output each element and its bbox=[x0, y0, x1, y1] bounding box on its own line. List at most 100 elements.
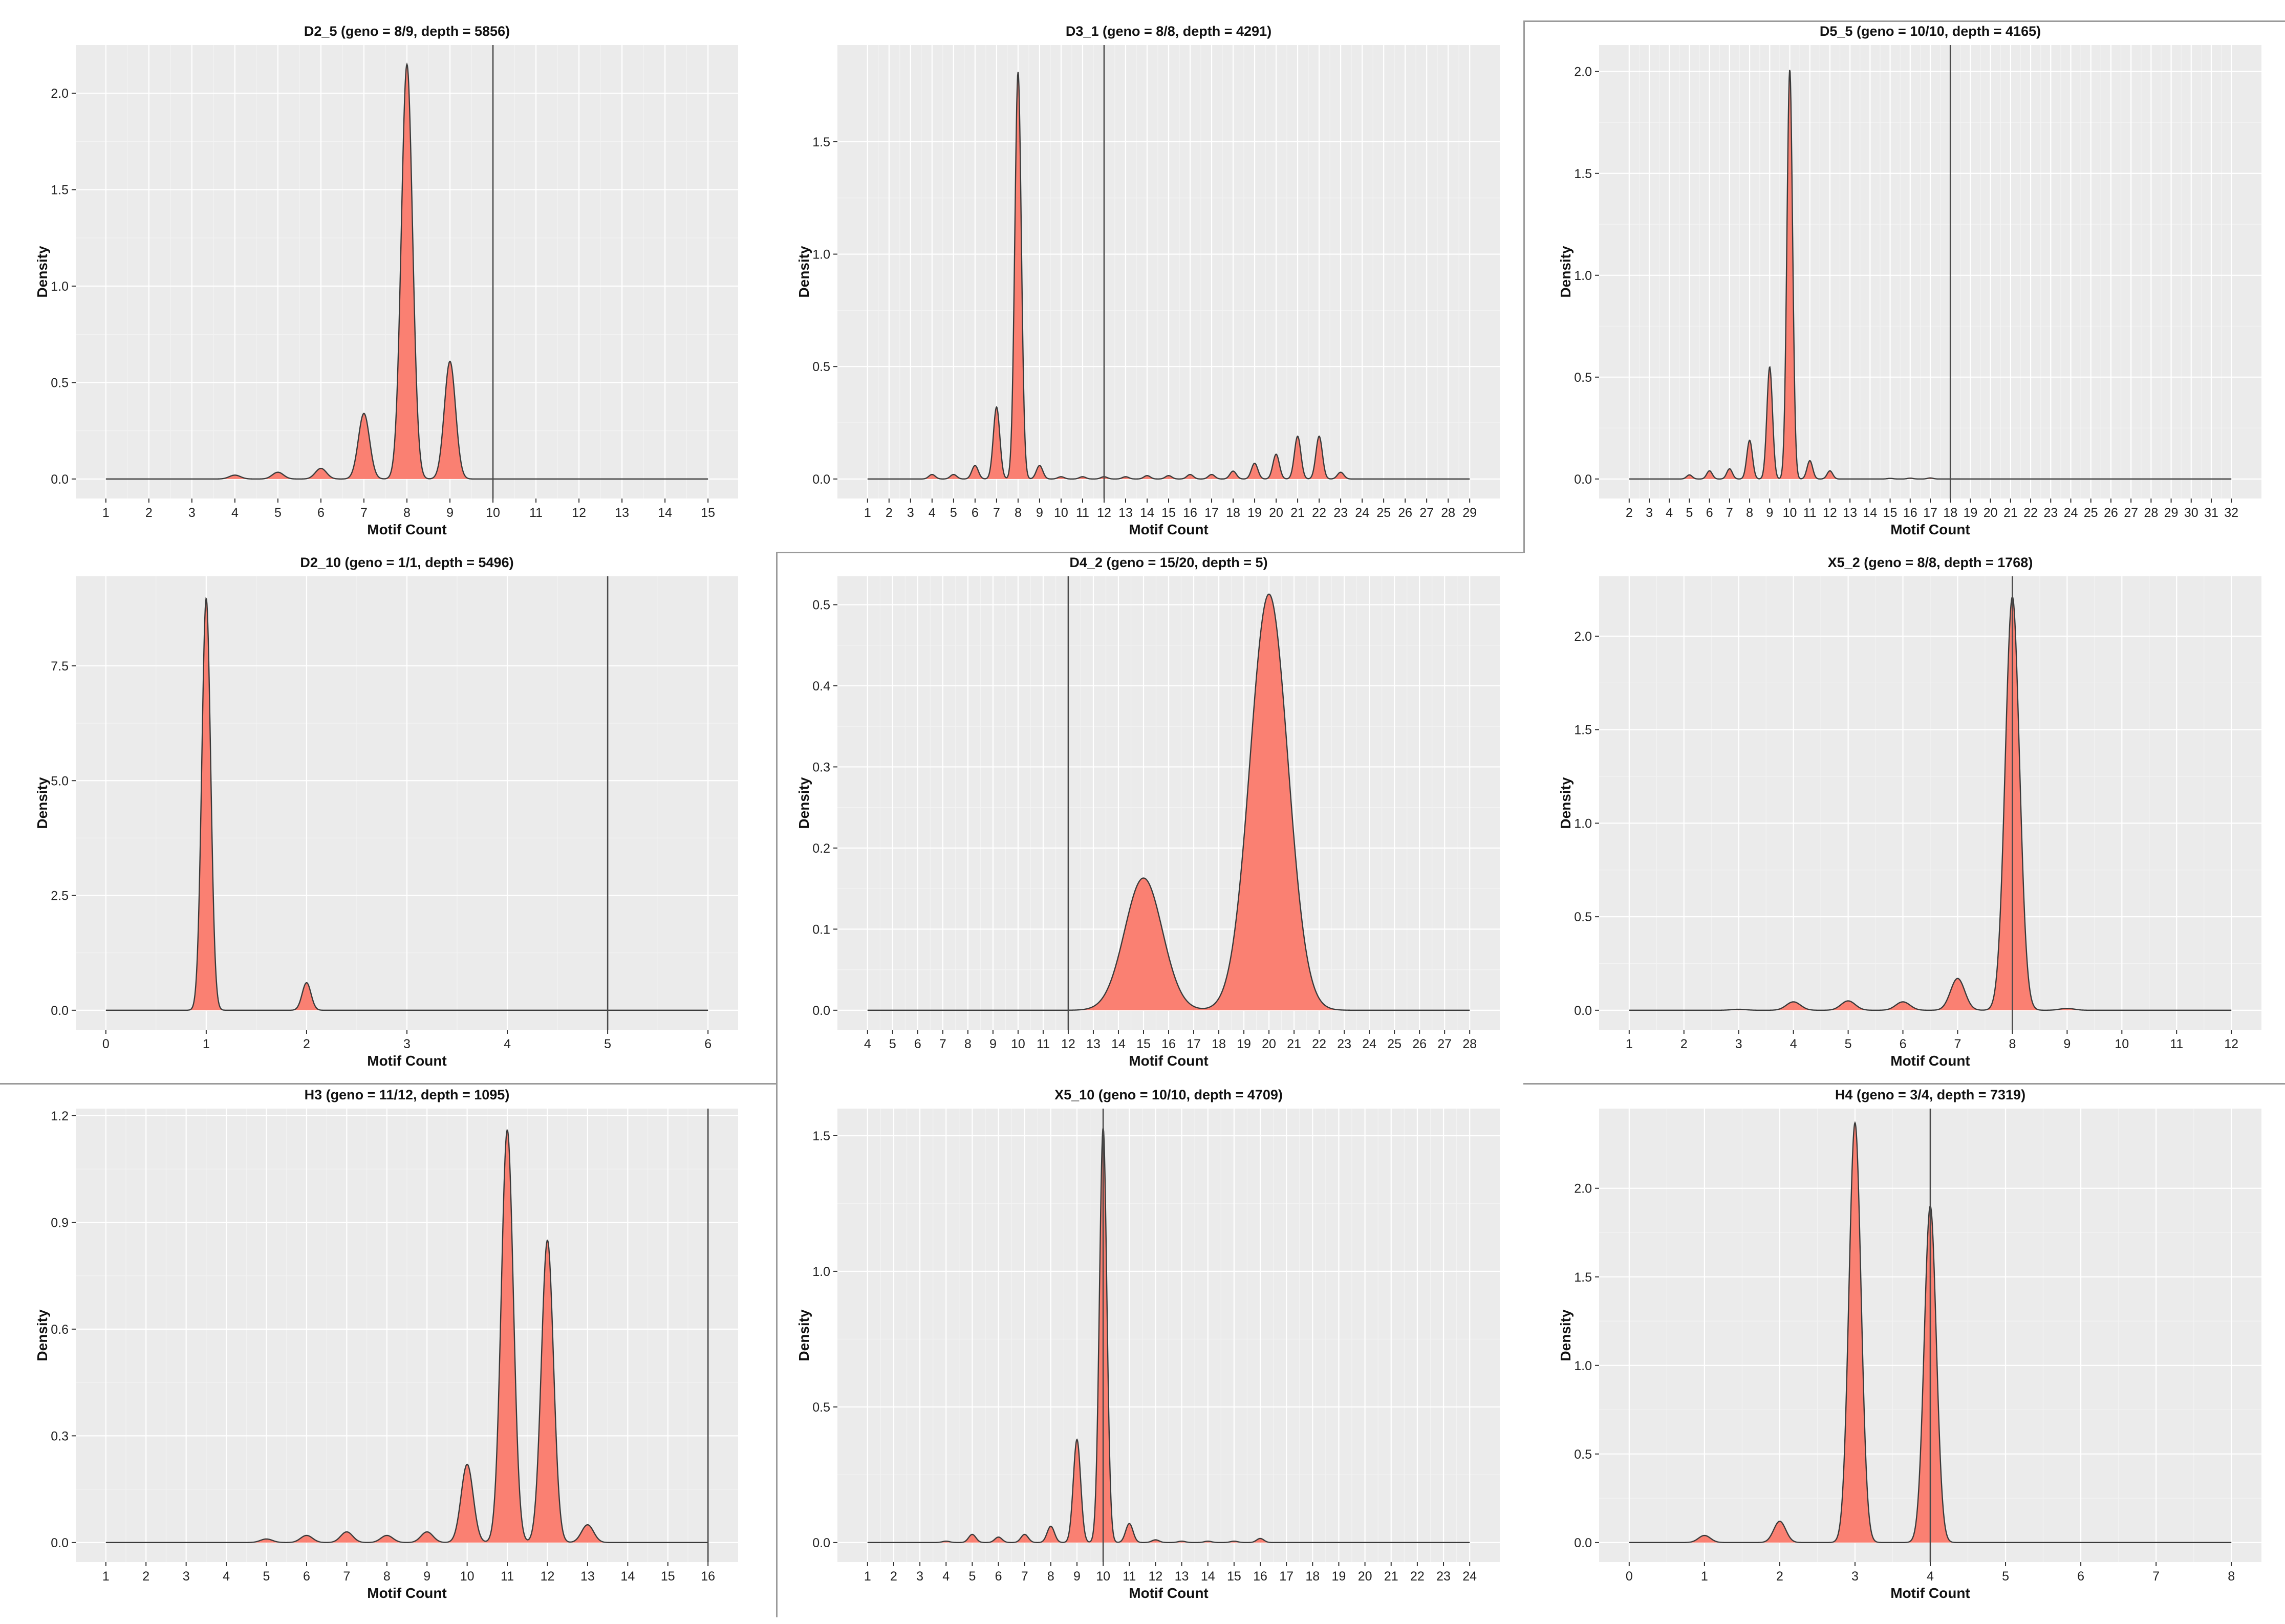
x-tick-label: 6 bbox=[914, 1037, 921, 1051]
x-tick-label: 15 bbox=[1161, 506, 1176, 520]
y-tick-label: 0.0 bbox=[1574, 1004, 1592, 1018]
y-tick-label: 0.6 bbox=[51, 1323, 69, 1337]
x-tick-label: 8 bbox=[2228, 1569, 2235, 1584]
panel-separator bbox=[0, 1083, 776, 1085]
x-tick-label: 32 bbox=[2224, 506, 2238, 520]
x-tick-label: 3 bbox=[1851, 1569, 1859, 1584]
y-tick-label: 0.0 bbox=[1574, 472, 1592, 487]
x-tick-label: 18 bbox=[1305, 1569, 1320, 1584]
x-tick-label: 6 bbox=[2077, 1569, 2084, 1584]
x-tick-label: 27 bbox=[1419, 506, 1434, 520]
x-tick-label: 23 bbox=[1436, 1569, 1451, 1584]
x-tick-label: 6 bbox=[303, 1569, 310, 1584]
y-tick-label: 1.0 bbox=[812, 1265, 830, 1279]
x-tick-label: 18 bbox=[1943, 506, 1957, 520]
y-tick-label: 0.9 bbox=[51, 1216, 69, 1230]
x-tick-label: 8 bbox=[1015, 506, 1022, 520]
density-line bbox=[105, 1129, 708, 1544]
x-axis-label: Motif Count bbox=[1129, 522, 1209, 537]
x-tick-label: 28 bbox=[2144, 506, 2158, 520]
x-tick-label: 28 bbox=[1441, 506, 1455, 520]
panel-title: H3 (geno = 11/12, depth = 1095) bbox=[305, 1087, 510, 1102]
x-tick-label: 3 bbox=[1646, 506, 1653, 520]
x-tick-label: 5 bbox=[263, 1569, 270, 1584]
x-tick-label: 1 bbox=[1701, 1569, 1708, 1584]
x-tick-label: 4 bbox=[1927, 1569, 1934, 1584]
y-tick-label: 0.5 bbox=[51, 376, 69, 390]
y-axis-label: Density bbox=[796, 777, 812, 829]
x-tick-label: 16 bbox=[1161, 1037, 1176, 1051]
x-tick-label: 14 bbox=[1863, 506, 1877, 520]
x-axis-label: Motif Count bbox=[1890, 522, 1970, 537]
y-tick-label: 0.5 bbox=[1574, 371, 1592, 385]
x-tick-label: 2 bbox=[1680, 1037, 1688, 1051]
x-tick-label: 5 bbox=[1686, 506, 1693, 520]
x-tick-label: 13 bbox=[1843, 506, 1857, 520]
x-tick-label: 5 bbox=[968, 1569, 976, 1584]
panel-separator bbox=[776, 552, 1523, 553]
x-tick-label: 2 bbox=[145, 506, 153, 520]
y-tick-label: 2.0 bbox=[51, 86, 69, 101]
y-tick-label: 0.0 bbox=[51, 1004, 69, 1018]
x-tick-label: 12 bbox=[2224, 1037, 2238, 1051]
y-tick-label: 1.5 bbox=[812, 135, 830, 149]
x-axis-label: Motif Count bbox=[367, 522, 447, 537]
x-tick-label: 12 bbox=[1149, 1569, 1163, 1584]
panel-title: D5_5 (geno = 10/10, depth = 4165) bbox=[1820, 24, 2041, 39]
y-tick-label: 0.0 bbox=[51, 472, 69, 487]
density-panel: 4 5 6 7 8 9 10 11 12 13 14 15 16 17 18 19 20 21 22 23 24 25 26… bbox=[762, 543, 1523, 1081]
density-line bbox=[867, 593, 1470, 1011]
x-tick-label: 4 bbox=[864, 1037, 871, 1051]
x-tick-label: 25 bbox=[2084, 506, 2098, 520]
y-tick-label: 0.0 bbox=[51, 1536, 69, 1550]
panel-title: X5_2 (geno = 8/8, depth = 1768) bbox=[1828, 555, 2033, 570]
density-panel: 1 2 3 4 5 6 7 8 9 10 11 12 13 14 15 16 17 18 19 20 21 22 23 24 2… bbox=[762, 11, 1523, 550]
x-tick-label: 3 bbox=[403, 1037, 411, 1051]
x-tick-label: 21 bbox=[2003, 506, 2018, 520]
x-tick-label: 22 bbox=[2023, 506, 2038, 520]
x-tick-label: 7 bbox=[939, 1037, 946, 1051]
x-axis-label: Motif Count bbox=[367, 1053, 447, 1069]
x-tick-label: 7 bbox=[2152, 1569, 2160, 1584]
x-tick-label: 9 bbox=[446, 506, 454, 520]
x-tick-label: 14 bbox=[1201, 1569, 1215, 1584]
x-tick-label: 3 bbox=[916, 1569, 923, 1584]
x-tick-label: 4 bbox=[942, 1569, 950, 1584]
x-tick-label: 17 bbox=[1187, 1037, 1201, 1051]
y-tick-label: 1.2 bbox=[51, 1109, 69, 1123]
x-tick-label: 14 bbox=[1140, 506, 1154, 520]
x-tick-label: 2 bbox=[1626, 506, 1633, 520]
x-tick-label: 19 bbox=[1237, 1037, 1251, 1051]
x-tick-label: 16 bbox=[701, 1569, 715, 1584]
x-tick-label: 7 bbox=[993, 506, 1000, 520]
x-tick-label: 14 bbox=[620, 1569, 635, 1584]
x-tick-label: 14 bbox=[1111, 1037, 1126, 1051]
x-tick-label: 6 bbox=[1706, 506, 1713, 520]
x-tick-label: 5 bbox=[274, 506, 282, 520]
y-tick-label: 2.0 bbox=[1574, 630, 1592, 644]
x-tick-label: 10 bbox=[1011, 1037, 1025, 1051]
y-tick-label: 1.0 bbox=[812, 248, 830, 262]
x-tick-label: 10 bbox=[460, 1569, 475, 1584]
density-plot: 1 2 3 4 5 6 7 8 9 10 11 12 13 14 15 16 17 18 19 20 21 22 23 240… bbox=[796, 1087, 1500, 1601]
x-tick-label: 16 bbox=[1253, 1569, 1267, 1584]
panel-title: D3_1 (geno = 8/8, depth = 4291) bbox=[1066, 24, 1271, 39]
x-tick-label: 11 bbox=[501, 1569, 514, 1584]
panel-title: D2_5 (geno = 8/9, depth = 5856) bbox=[304, 24, 510, 39]
x-tick-label: 2 bbox=[142, 1569, 149, 1584]
density-plot: 1 2 3 4 5 6 7 8 9 10 11 12 13 14 15 16 17 18 19 20 21 22 23 24 2… bbox=[796, 24, 1500, 537]
x-tick-label: 4 bbox=[1666, 506, 1673, 520]
x-tick-label: 5 bbox=[950, 506, 957, 520]
x-tick-label: 10 bbox=[1096, 1569, 1110, 1584]
x-tick-label: 30 bbox=[2184, 506, 2198, 520]
x-tick-label: 11 bbox=[1123, 1569, 1136, 1584]
x-tick-label: 10 bbox=[1783, 506, 1797, 520]
y-tick-label: 0.5 bbox=[812, 360, 830, 374]
x-tick-label: 20 bbox=[1269, 506, 1283, 520]
x-tick-label: 23 bbox=[2043, 506, 2058, 520]
x-tick-label: 15 bbox=[1136, 1037, 1151, 1051]
density-plot: 0 1 2 3 4 5 6 7 8 0.0 0.5 1.0 1.5 2.0 H4 (geno = 3/4, … bbox=[1558, 1087, 2261, 1601]
y-tick-label: 2.5 bbox=[51, 889, 69, 903]
density-line bbox=[867, 72, 1470, 480]
